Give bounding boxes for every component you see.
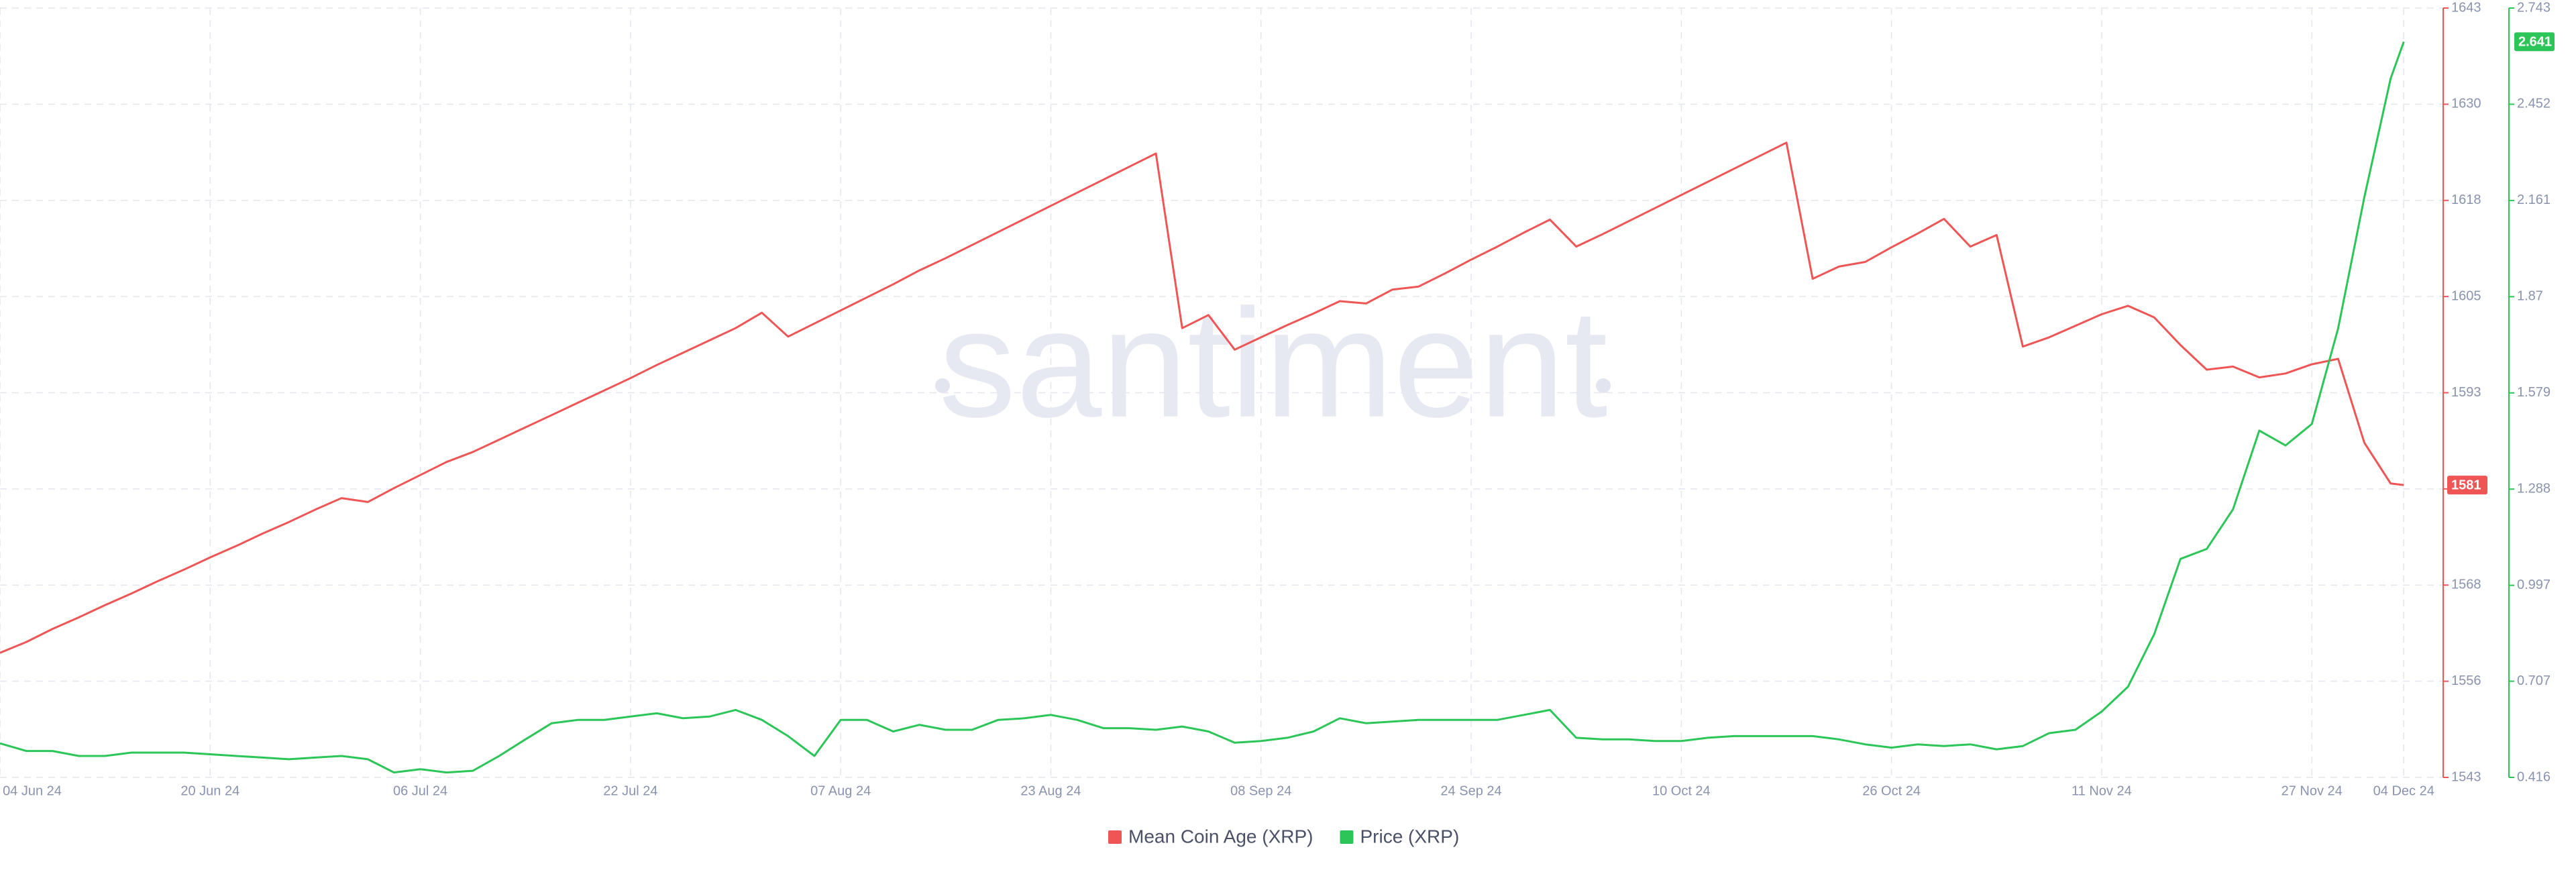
lines [0, 41, 2405, 774]
x-tick-label: 11 Nov 24 [2072, 783, 2132, 798]
legend-label: Price (XRP) [1360, 826, 1459, 847]
watermark-text: santiment [938, 277, 1607, 449]
x-tick-label: 23 Aug 24 [1020, 783, 1081, 798]
legend: Mean Coin Age (XRP) Price (XRP) [1108, 826, 1459, 847]
x-tick-label: 26 Oct 24 [1862, 783, 1921, 798]
y-tick-label: 1556 [2451, 673, 2481, 688]
x-tick-label: 04 Jun 24 [3, 783, 62, 798]
last-value-label: 1581 [2451, 478, 2481, 492]
y2-tick-label: 1.579 [2517, 385, 2551, 400]
watermark-dot [1596, 378, 1611, 393]
y2-tick-label: 2.452 [2517, 97, 2551, 111]
x-tick-label: 24 Sep 24 [1440, 783, 1501, 798]
x-tick-label: 08 Sep 24 [1230, 783, 1291, 798]
y-tick-label: 1630 [2451, 97, 2481, 111]
y2-tick-label: 0.707 [2517, 673, 2551, 688]
series-line [0, 142, 2404, 654]
x-tick-label: 27 Nov 24 [2282, 783, 2343, 798]
x-tick-label: 20 Jun 24 [180, 783, 239, 798]
y-tick-label: 1643 [2451, 0, 2481, 15]
x-tick-label: 07 Aug 24 [810, 783, 871, 798]
y2-tick-label: 1.288 [2517, 481, 2551, 496]
last-value-badge [2514, 32, 2555, 52]
x-tick-label: 04 Dec 24 [2373, 783, 2434, 798]
y2-tick-label: 2.161 [2517, 193, 2551, 207]
x-tick-label: 10 Oct 24 [1652, 783, 1711, 798]
watermark-dot [935, 378, 950, 393]
y-tick-label: 1568 [2451, 578, 2481, 592]
x-tick-label: 22 Jul 24 [603, 783, 657, 798]
last-value-label: 2.641 [2518, 35, 2552, 50]
last-value-badge [2447, 476, 2487, 495]
grid [0, 7, 2443, 778]
axes: 04 Jun 24 20 Jun 24 06 Jul 24 22 Jul 24 07 A… [3, 0, 2555, 798]
y2-tick-label: 2.743 [2517, 0, 2551, 15]
y-tick-label: 1543 [2451, 769, 2481, 784]
legend-swatch [1108, 830, 1122, 844]
y-tick-label: 1618 [2451, 193, 2481, 207]
watermark: santiment [935, 277, 1611, 449]
y-tick-label: 1605 [2451, 288, 2481, 303]
y2-tick-label: 1.87 [2517, 289, 2543, 304]
series-line [0, 41, 2405, 774]
legend-label: Mean Coin Age (XRP) [1128, 826, 1313, 847]
y2-tick-label: 0.416 [2517, 769, 2551, 784]
y-tick-label: 1593 [2451, 385, 2481, 400]
x-tick-label: 06 Jul 24 [393, 783, 447, 798]
legend-swatch [1340, 830, 1354, 844]
y2-tick-label: 0.997 [2517, 578, 2551, 592]
